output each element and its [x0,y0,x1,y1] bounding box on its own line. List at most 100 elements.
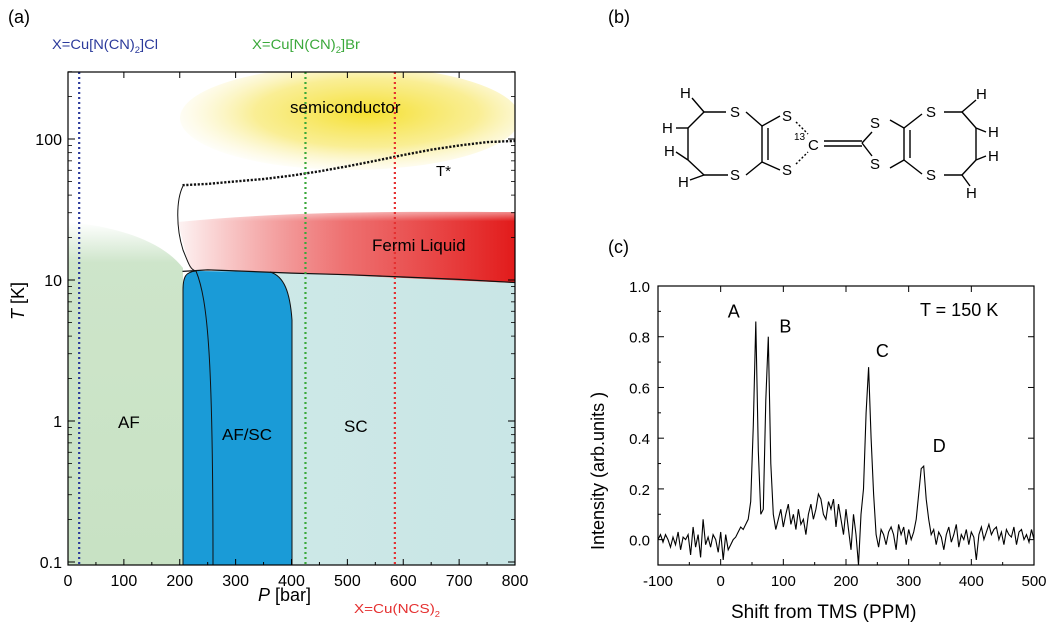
panel-label-c: (c) [608,237,629,257]
peak-label-c: C [876,341,889,361]
phase-regions [68,72,515,565]
xtick-label-a: 300 [222,573,249,590]
atom-h: H [678,174,689,191]
xtick-label-c: 500 [1021,573,1046,590]
ytick-label-a: 100 [35,132,62,149]
xtick-label-c: -100 [643,573,673,590]
label-af: AF [118,413,140,432]
bond [761,161,781,171]
atom-h: H [680,85,691,102]
semiconductor-region [180,72,515,170]
bond [903,113,923,129]
label-sc: SC [344,417,368,436]
afsc-left-boundary [182,270,197,565]
panel-label-a: (a) [8,7,30,27]
plot-frame-c [657,285,1035,566]
ytick-label-a: 1 [53,414,62,431]
bond-h [689,174,705,181]
bond [795,151,809,165]
bond-h [961,174,971,187]
xtick-label-c: 200 [833,573,858,590]
tstar-line [182,139,516,187]
af-boundary-line [177,185,197,272]
afsc-right-boundary [269,271,293,565]
atom-s: S [926,167,936,184]
ytick-label-c: 0.4 [629,431,650,448]
xlabel-a: P [bar] [258,585,311,605]
phase-diagram: 0 100 200 300 400 500 600 700 800 0.1 1 10 100 semic… [8,36,528,619]
atom-h: H [664,143,675,160]
atom-s: S [782,162,792,179]
atom-h: H [976,86,987,103]
xtick-label-c: 100 [771,573,796,590]
ylabel-a: T [K] [8,282,28,320]
peak-label-d: D [933,436,946,456]
temperature-annotation: T = 150 K [920,300,998,320]
atom-c: C [808,137,819,154]
axis-a: 0 100 200 300 400 500 600 700 800 0.1 1 10 100 [35,71,529,590]
atom-h: H [988,124,999,141]
label-afsc: AF/SC [222,427,272,444]
xtick-label-a: 200 [166,573,193,590]
axis-c: -100 0 100 200 300 400 500 0.0 0.2 0.4 0.6 0.8 1.0 [629,279,1046,590]
xtick-label-a: 0 [64,573,73,590]
nmr-spectrum: -100 0 100 200 300 400 500 0.0 0.2 0.4 0.6 0.8 1.0 A… [588,279,1047,623]
atom-s: S [870,156,880,173]
ytick-label-c: 0.6 [629,380,650,397]
atom-s: S [782,108,792,125]
ylabel-c: Intensity (arb.units ) [588,392,608,550]
bond [903,159,923,175]
xtick-label-a: 700 [446,573,473,590]
sc-region [270,272,515,565]
af-inner-boundary [195,270,214,566]
bond-h [975,155,987,161]
atom-h: H [966,185,977,202]
xtick-label-c: 300 [896,573,921,590]
peak-label-b: B [779,317,791,337]
compound-label-cl: X=Cu[N(CN) 2]Cl [52,36,158,55]
bond [861,142,873,157]
bond [745,111,763,127]
af-region [68,222,183,565]
fermi-fade [178,210,515,235]
bond-h [975,127,987,133]
atom-h: H [988,148,999,165]
atom-s: S [730,167,740,184]
xtick-label-c: 400 [959,573,984,590]
bond [687,159,705,176]
peak-label-a: A [728,302,740,322]
label-tstar: T* [436,163,451,180]
ytick-label-a: 0.1 [40,555,62,572]
ytick-label-a: 10 [44,273,62,290]
xtick-label-a: 600 [390,573,417,590]
bond [961,159,977,176]
xtick-label-a: 400 [278,573,305,590]
molecule-atoms: S S S S 13 C S S S S H H H H H H H H [662,85,999,202]
ytick-label-c: 1.0 [629,279,650,296]
atom-s: S [926,104,936,121]
bond [889,159,905,169]
xlabel-c: Shift from TMS (PPM) [731,602,916,623]
atom-h: H [662,120,673,137]
bond [961,111,977,129]
molecule-diagram [675,97,987,187]
bond [861,131,873,144]
bond-h [675,151,689,161]
bond [745,161,763,176]
xtick-label-c: 0 [716,573,724,590]
xtick-label-a: 800 [502,573,529,590]
peak-labels: A B C D [728,302,946,457]
label-semiconductor: semiconductor [290,98,401,117]
sc-boundary-line [182,269,516,284]
atom-13-label: 13 [794,132,806,143]
bond [889,119,905,129]
bond [795,121,809,135]
atom-s: S [870,115,880,132]
ytick-label-c: 0.2 [629,482,650,499]
bond-h [691,97,705,113]
bond [687,111,705,129]
compound-label-ncs: X=Cu(NCS) 2 [354,601,441,619]
xtick-label-a: 500 [334,573,361,590]
compound-label-br: X=Cu[N(CN) 2]Br [252,36,360,55]
